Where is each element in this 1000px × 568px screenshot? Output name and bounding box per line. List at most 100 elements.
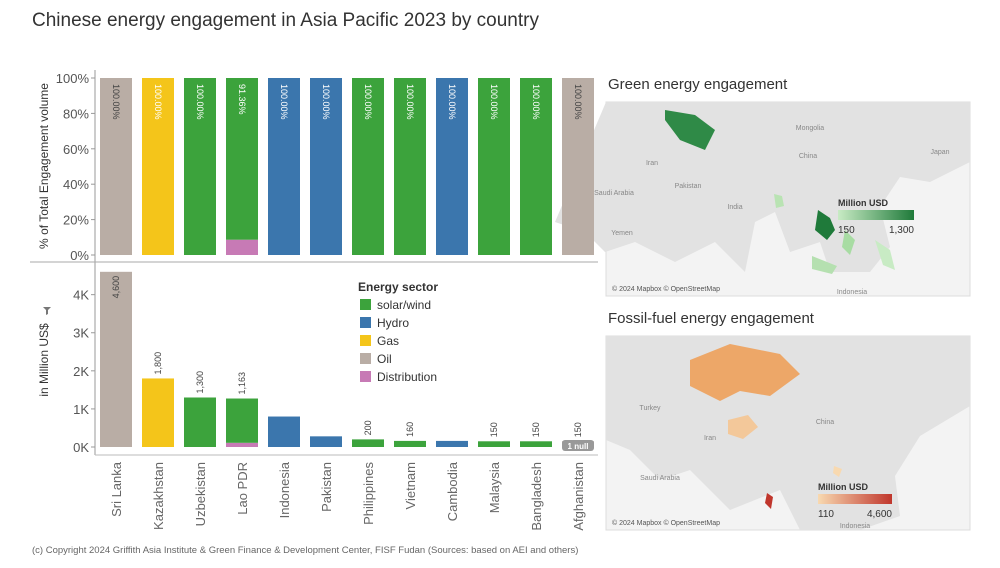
bar-segment [100,271,132,447]
map-label: Pakistan [675,183,702,190]
data-label: 150 [573,422,583,437]
map-label: India [727,204,742,211]
data-label: 100.00% [405,84,415,120]
data-label: 100.00% [447,84,457,120]
bar-segment [310,78,342,255]
map: © 2024 Mapbox © OpenStreetMap [605,335,971,531]
data-label: 100.00% [279,84,289,120]
bar-segment [184,397,216,447]
footer: (c) Copyright 2024 Griffith Asia Institu… [32,545,578,556]
bar-segment [268,416,300,447]
bar-segment [478,78,510,255]
bar-segment [226,398,258,443]
data-label: 100.00% [321,84,331,120]
y-tick-label: 3K [73,326,89,341]
data-label: 100.00% [363,84,373,120]
data-label: 150 [489,422,499,437]
data-label: 100.00% [111,84,121,120]
y-tick-label: 100% [56,71,90,86]
data-label: 100.00% [573,84,583,120]
bar-segment [268,78,300,255]
map-label: Indonesia [837,289,867,296]
x-tick-label: Uzbekistan [193,462,208,526]
legend-label: Oil [377,352,392,366]
y-tick-label: 60% [63,142,89,157]
x-tick-label: Bangladesh [529,462,544,531]
bar-segment [352,439,384,447]
bar-segment [184,78,216,255]
legend: Energy sector solar/wind Hydro Gas Oil Distr… [358,280,438,384]
legend-label: Gas [377,334,399,348]
legend-label: Hydro [377,316,409,330]
legend-tick-label: 150 [838,225,855,236]
legend-gradient [838,210,914,220]
map-label: Iran [704,435,716,442]
y-tick-label: 0% [70,248,89,263]
map-label: Indonesia [840,523,870,530]
data-label: 1,163 [237,372,247,395]
filter-icon [43,307,51,315]
y-tick-label: 20% [63,213,89,228]
title: Chinese energy engagement in Asia Pacifi… [32,10,539,31]
map-label: China [799,153,817,160]
legend-title: Energy sector [358,280,438,294]
data-label: 200 [363,420,373,435]
legend-title: Million USD [818,482,868,492]
map-label: Turkey [639,405,661,412]
bar-segment [226,442,258,447]
x-tick-label: Lao PDR [235,462,250,515]
map-label: Saudi Arabia [640,475,680,482]
y-tick-label: 40% [63,177,89,192]
bar-segment [394,440,426,447]
map-label: Mongolia [796,125,825,132]
bar-segment [562,78,594,255]
y-tick-label: 0K [73,440,89,455]
x-tick-label: Vietnam [403,462,418,509]
bar-segment [352,78,384,255]
map-title: Green energy engagement [608,76,788,93]
map-label: Japan [930,149,949,156]
bar-segment [142,378,174,447]
bar-segment [478,441,510,447]
data-label: 100.00% [531,84,541,120]
bar-segment [142,78,174,255]
x-tick-label: Afghanistan [571,462,586,531]
data-label: 1,300 [195,371,205,394]
data-label: 150 [531,422,541,437]
x-tick-label: Malaysia [487,461,502,513]
legend-swatch [360,335,371,346]
legend-tick-label: 110 [818,509,834,520]
x-tick-label: Pakistan [319,462,334,512]
data-label: 100.00% [153,84,163,120]
bar-segment [436,78,468,255]
y-tick-label: 4K [73,288,89,303]
bar-segment [520,78,552,255]
data-label: 100.00% [195,84,205,120]
bar-segment [226,239,258,255]
legend-title: Million USD [838,198,888,208]
legend-tick-label: 1,300 [889,225,914,236]
x-tick-label: Philippines [361,462,376,525]
map-label: Iran [646,160,658,167]
map-label: Saudi Arabia [594,190,634,197]
legend-swatch [360,371,371,382]
map-label: Yemen [611,230,633,237]
map: © 2024 Mapbox © OpenStreetMap [555,101,971,297]
y-tick-label: 2K [73,364,89,379]
data-label: 100.00% [489,84,499,120]
data-label: 91.36% [237,84,247,115]
y-tick-label: 80% [63,106,89,121]
bar-segment [394,78,426,255]
legend-tick-label: 4,600 [867,509,892,520]
attribution: © 2024 Mapbox © OpenStreetMap [612,285,720,293]
legend-swatch [360,353,371,364]
legend-label: solar/wind [377,298,431,312]
legend-label: Distribution [377,370,437,384]
legend-swatch [360,317,371,328]
null-indicator [562,440,594,451]
bar-segment [436,440,468,447]
bar-segment [226,78,258,240]
data-label: 1,800 [153,352,163,375]
attribution: © 2024 Mapbox © OpenStreetMap [612,519,720,527]
